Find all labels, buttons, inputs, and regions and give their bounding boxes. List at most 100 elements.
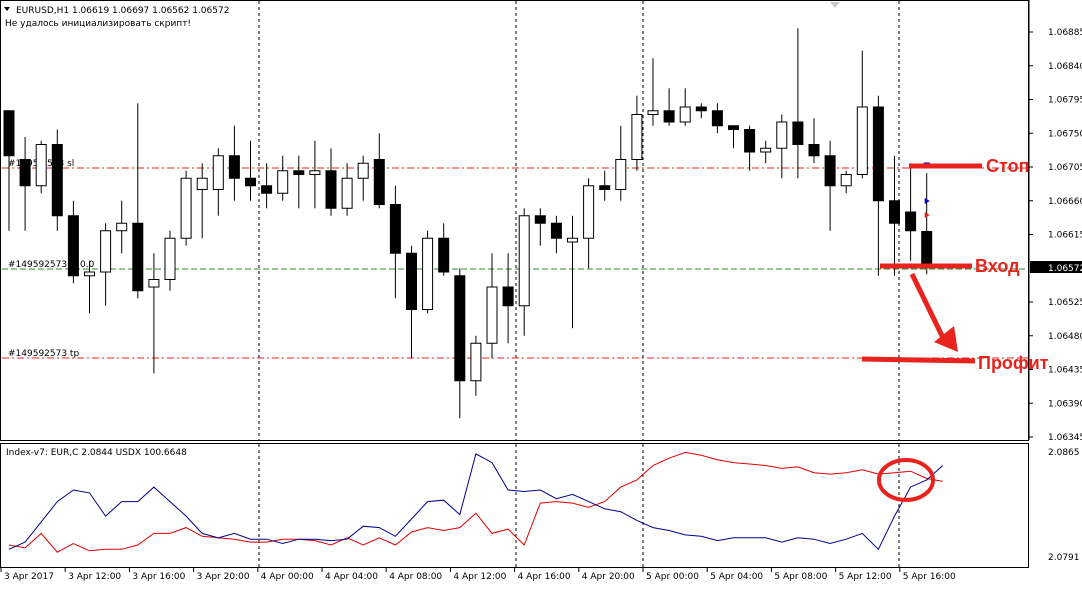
bull-candle [615,159,627,190]
entry-annotation: Вход [975,256,1020,276]
bull-candle [212,155,224,190]
stop-annotation: Стоп [986,156,1029,176]
order-arrow-icon [924,212,930,218]
bull-candle [470,342,482,382]
bear-candle [389,204,401,254]
bull-candle [567,237,578,243]
time-tick-label: 5 Apr 00:00 [646,572,699,582]
bear-candle [325,170,337,209]
bear-candle [711,110,723,127]
trade-annotations: Стоп Вход Профит [861,156,1049,373]
price-tick-label: 1.06615 [1048,231,1082,241]
time-tick-label: 3 Apr 16:00 [132,572,185,582]
bull-candle [486,286,498,344]
bear-candle [373,159,385,205]
bear-candle [3,110,15,157]
price-pane-frame [0,0,1029,441]
tp-level-label: #149592573 tp [8,349,79,359]
bull-candle [309,170,321,175]
indicator-pane: Index-v7: EUR,C 2.0844 USDX 100.6648 2.0… [6,448,1080,563]
order-arrow-icon [924,198,930,204]
bear-candle [132,222,144,292]
time-tick-label: 5 Apr 16:00 [903,572,956,582]
bear-candle [872,106,884,202]
time-tick-label: 3 Apr 2017 [4,572,54,582]
bear-candle [406,252,417,310]
bull-candle [776,121,788,149]
time-tick-label: 4 Apr 08:00 [389,572,442,582]
current-price-tag: 1.06572 [1030,261,1082,274]
bear-candle [454,275,466,382]
time-tick-label: 5 Apr 04:00 [710,572,763,582]
bull-candle [631,114,643,160]
price-tick-label: 1.06795 [1048,96,1082,106]
time-tick-label: 3 Apr 12:00 [68,572,121,582]
price-tick-label: 1.06705 [1048,163,1082,173]
bear-candle [744,129,756,153]
crossover-highlight-circle [877,458,935,502]
bear-candle [905,211,917,232]
bull-candle [341,177,353,209]
indicator-max-label: 2.0865 [1048,448,1080,458]
time-tick-label: 3 Apr 20:00 [197,572,250,582]
bull-candle [856,106,868,175]
bull-candle [35,144,47,187]
indicator-min-label: 2.0791 [1048,553,1080,563]
direction-arrow-shaft [909,272,949,346]
profit-annotation: Профит [978,353,1049,373]
price-axis: 1.06885 1.06840 1.06795 1.06750 1.06705 1.066… [1028,0,1082,443]
time-tick-label: 5 Apr 12:00 [839,572,892,582]
current-price-label: 1.06572 [1048,264,1082,274]
price-tick-label: 1.06390 [1048,399,1082,409]
price-tick-label: 1.06840 [1048,62,1082,72]
direction-arrowhead-icon [934,326,958,352]
bear-candle [67,215,79,277]
bear-candle [792,121,804,145]
bear-candle [889,200,900,224]
bull-candle [196,177,208,190]
period-separators [258,1,900,567]
time-tick-label: 4 Apr 20:00 [582,572,635,582]
bear-candle [534,215,546,224]
bear-candle [51,144,63,217]
time-tick-label: 4 Apr 12:00 [453,572,506,582]
bull-candle [180,177,192,239]
time-tick-label: 4 Apr 00:00 [261,572,314,582]
bear-candle [293,170,305,175]
bear-candle [245,177,256,187]
bear-candle [921,231,933,268]
script-error-message: Не удалось инициализировать скрипт! [5,19,191,29]
bull-candle [647,110,659,115]
symbol-info: EURUSD,H1 1.06619 1.06697 1.06562 1.0657… [16,6,229,16]
indicator-pane-frame [0,443,1029,568]
bull-candle [116,222,128,232]
usdx-index-line [8,453,944,551]
eur-index-line [8,451,943,553]
bear-candle [728,125,739,130]
dropdown-triangle-icon[interactable] [4,7,10,11]
bull-candle [164,237,176,280]
bear-candle [808,144,820,157]
price-tick-label: 1.06885 [1048,28,1082,38]
bull-candle [357,162,369,179]
bull-candle [518,215,530,307]
bull-candle [277,170,289,194]
bear-candle [19,159,31,187]
bull-candle [583,185,595,239]
price-tick-label: 1.06750 [1048,129,1082,139]
bull-candle [422,237,434,310]
time-tick-label: 4 Apr 16:00 [518,572,571,582]
price-tick-label: 1.06345 [1048,433,1082,443]
bull-candle [840,174,852,187]
price-tick-label: 1.06525 [1048,298,1082,308]
time-tick-label: 5 Apr 08:00 [774,572,827,582]
price-tick-label: 1.06435 [1048,366,1082,376]
profit-marker-line [861,356,976,364]
bear-candle [599,185,611,190]
candlestick-series [3,28,933,419]
bear-candle [438,237,450,273]
bull-candle [148,279,160,288]
shift-marker-icon[interactable] [830,2,840,8]
bear-candle [550,222,562,239]
